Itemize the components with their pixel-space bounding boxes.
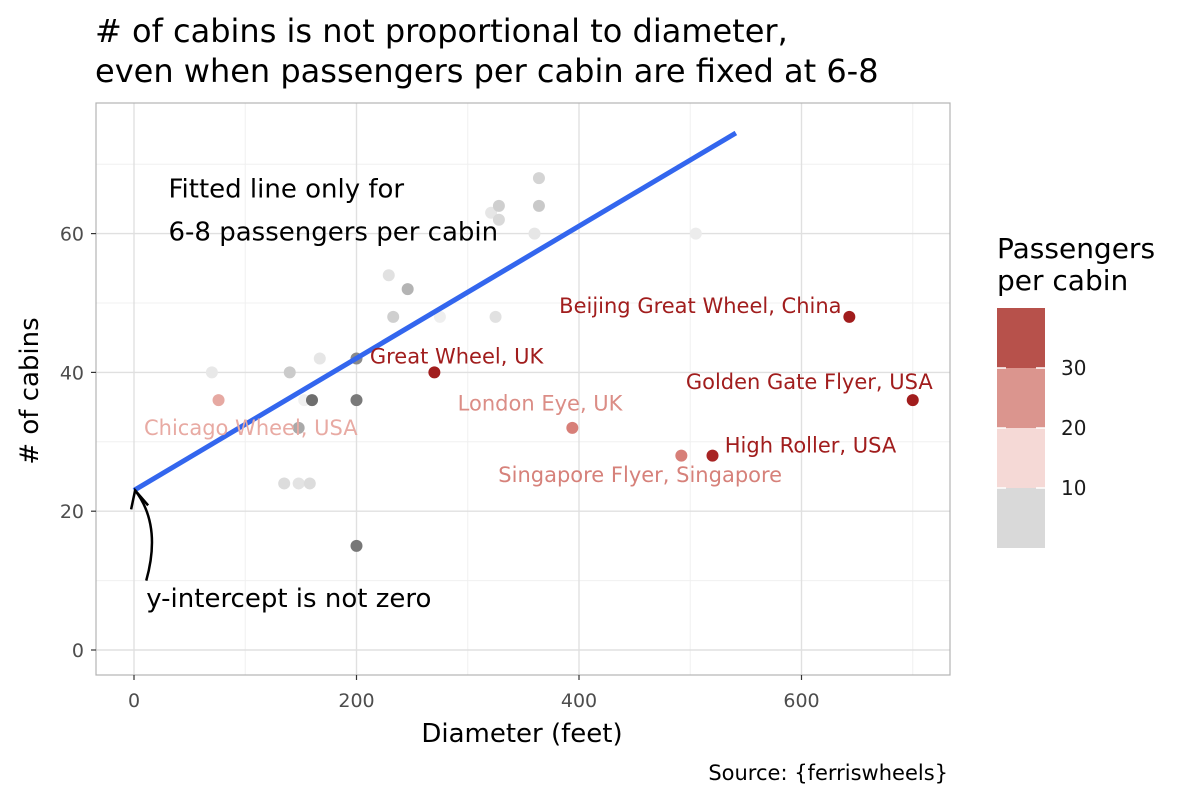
data-point-4 (292, 477, 305, 490)
legend-label-0: 10 (1061, 476, 1086, 500)
data-point-15 (401, 283, 414, 296)
data-point-19 (489, 310, 502, 323)
x-tick-label-0: 0 (128, 690, 140, 712)
data-point-11 (350, 394, 363, 407)
legend-title-line2: per cabin (997, 264, 1128, 297)
x-axis-title: Diameter (feet) (421, 719, 622, 749)
point-label-2: London Eye, UK (458, 392, 624, 416)
y-tick-label-1: 20 (60, 501, 84, 523)
caption: Source: {ferriswheels} (708, 761, 948, 785)
data-point-2 (278, 477, 291, 490)
point-label-1: Great Wheel, UK (370, 344, 545, 368)
data-point-3 (283, 366, 296, 379)
plot-border (95, 102, 951, 676)
x-tick-label-3: 600 (783, 690, 819, 712)
y-tick-label-0: 0 (72, 640, 84, 662)
legend-bin-2 (997, 428, 1045, 488)
legend-title-line1: Passengers (997, 232, 1155, 265)
point-label-6: Singapore Flyer, Singapore (498, 463, 782, 487)
intercept-arrow-head (129, 487, 150, 510)
data-point-0 (205, 366, 218, 379)
legend-label-2: 30 (1061, 356, 1086, 380)
chart-title-line2: even when passengers per cabin are fixed… (95, 52, 879, 90)
data-point-7 (303, 477, 316, 490)
data-point-24 (532, 172, 545, 185)
data-point-5 (292, 421, 305, 434)
point-label-3: Beijing Great Wheel, China (559, 294, 841, 318)
plot-background (96, 103, 950, 675)
fitted-line-note-line1: Fitted line only for (168, 174, 404, 204)
data-point-20 (492, 213, 505, 226)
data-point-8 (306, 394, 318, 407)
data-point-23 (532, 199, 545, 212)
legend-colorbar: 10 20 30 (997, 308, 1086, 548)
data-point-25 (566, 421, 579, 434)
data-point-10 (350, 539, 363, 552)
legend-label-1: 20 (1061, 416, 1086, 440)
data-point-17 (433, 310, 446, 323)
x-tick-label-1: 200 (338, 690, 374, 712)
data-point-26 (675, 449, 688, 462)
chart-title-line1: # of cabins is not proportional to diame… (95, 12, 788, 50)
intercept-note: y-intercept is not zero (146, 584, 431, 614)
data-point-22 (528, 227, 541, 240)
data-point-28 (706, 449, 719, 462)
data-point-1 (212, 394, 225, 407)
data-point-29 (843, 310, 856, 323)
data-point-18 (485, 206, 498, 219)
data-point-14 (387, 310, 400, 323)
data-point-9 (313, 352, 326, 365)
x-tick-label-2: 400 (561, 690, 597, 712)
legend-bin-1 (997, 368, 1045, 428)
legend: Passengers per cabin 10 20 30 (997, 232, 1155, 548)
legend-bin-0 (997, 308, 1045, 368)
y-axis-title: # of cabins (15, 317, 45, 464)
point-label-5: High Roller, USA (725, 433, 897, 457)
data-point-16 (428, 366, 441, 379)
data-point-27 (689, 227, 702, 240)
legend-bin-3 (997, 488, 1045, 548)
data-point-30 (906, 394, 919, 407)
y-tick-label-2: 40 (60, 362, 84, 384)
fitted-line (132, 130, 738, 493)
data-point-13 (382, 269, 395, 282)
fitted-line-note-line2: 6-8 passengers per cabin (168, 218, 498, 248)
y-tick-label-3: 60 (60, 224, 84, 246)
data-point-21 (492, 199, 505, 212)
point-label-4: Golden Gate Flyer, USA (686, 370, 933, 394)
point-label-0: Chicago Wheel, USA (144, 416, 358, 440)
plot-panel: 0 200 400 600 0 20 40 60 Fitted line only for 6-8… (60, 102, 951, 712)
